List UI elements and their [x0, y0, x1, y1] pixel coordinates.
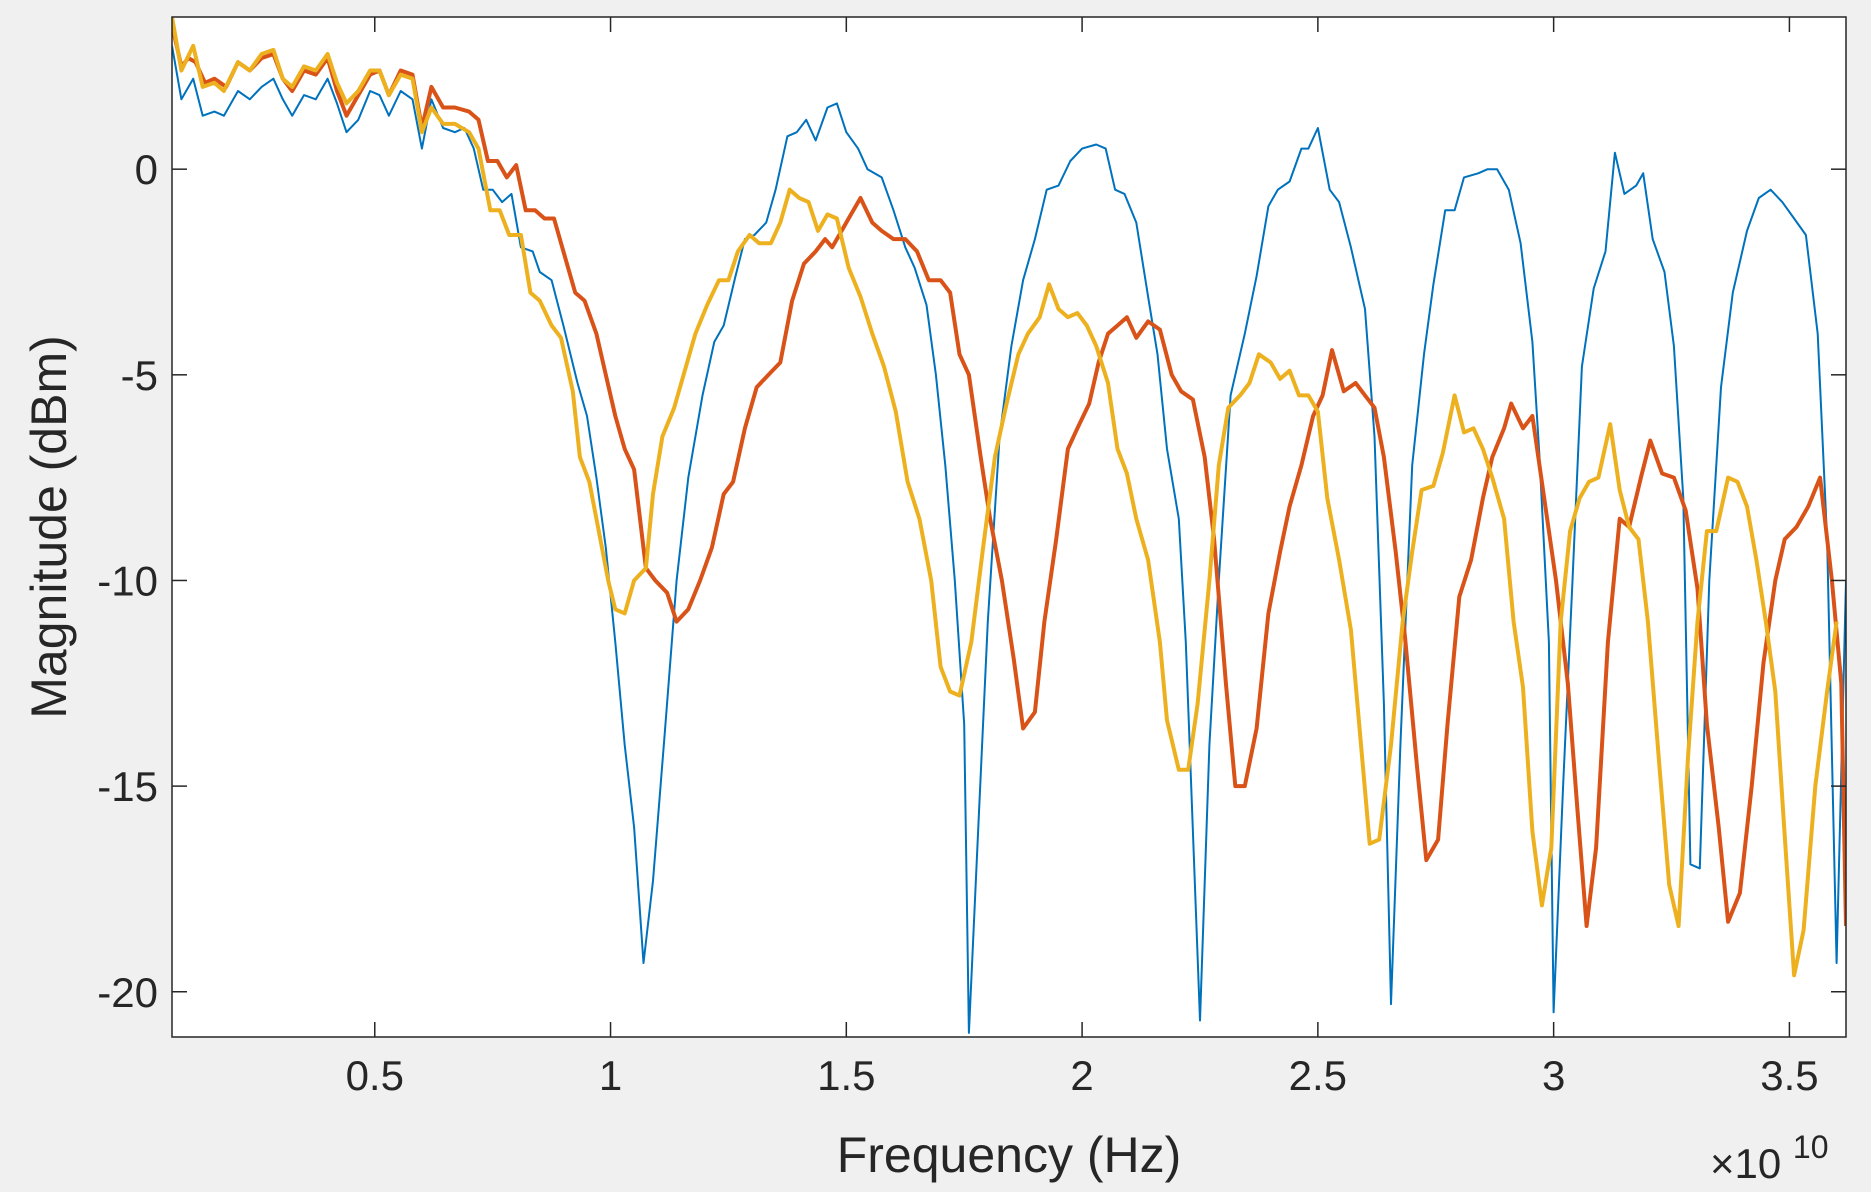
x-axis-label: Frequency (Hz): [837, 1127, 1182, 1183]
x-tick-label: 3: [1542, 1052, 1565, 1099]
y-tick-label: -15: [97, 763, 158, 810]
axes-box: [171, 16, 1847, 1038]
ticks-layer: 0.5 1 1.5 2 2.5 3 3.5 0 -5 -10 -15 -20: [97, 17, 1846, 1099]
y-axis-label: Magnitude (dBm): [21, 335, 77, 719]
y-tick-label: -10: [97, 557, 158, 604]
series-layer: [172, 17, 1846, 1034]
y-tick-label: -20: [97, 969, 158, 1016]
x-tick-label: 1.5: [817, 1052, 875, 1099]
x-tick-label: 2.5: [1289, 1052, 1347, 1099]
x-tick-label: 2: [1070, 1052, 1093, 1099]
x-tick-label: 0.5: [346, 1052, 404, 1099]
exponent-power: 10: [1793, 1129, 1829, 1165]
y-tick-label: 0: [135, 146, 158, 193]
x-axis-exponent: ×10 10: [1710, 1129, 1829, 1187]
series-line-3: [172, 17, 1839, 978]
plot-area: [172, 17, 1846, 1037]
x-tick-label: 1: [599, 1052, 622, 1099]
y-tick-label: -5: [121, 352, 158, 399]
series-line-2: [172, 24, 1846, 928]
exponent-base: ×10: [1710, 1140, 1781, 1187]
x-tick-label: 3.5: [1760, 1052, 1818, 1099]
